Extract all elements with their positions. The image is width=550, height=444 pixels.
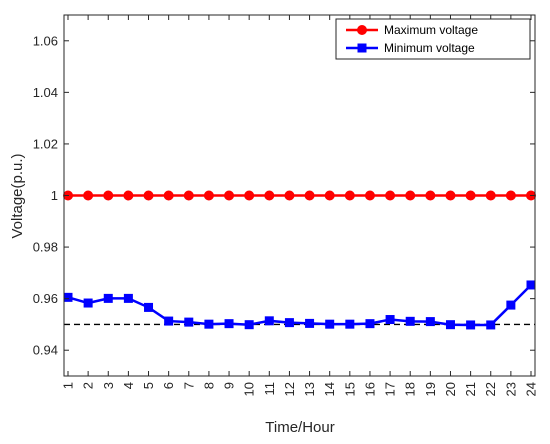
- data-point: [466, 320, 476, 330]
- x-tick-label: 9: [222, 382, 237, 389]
- data-point: [123, 293, 133, 303]
- x-tick-label: 23: [503, 382, 518, 396]
- data-point: [506, 300, 516, 310]
- x-tick-label: 2: [81, 382, 96, 389]
- data-point: [385, 190, 396, 201]
- x-tick-label: 3: [101, 382, 116, 389]
- data-point: [304, 190, 315, 201]
- data-point: [164, 316, 174, 326]
- x-tick-label: 1: [61, 382, 76, 389]
- x-tick-label: 11: [262, 382, 277, 396]
- data-point: [445, 190, 456, 201]
- data-point: [284, 318, 294, 328]
- x-tick-label: 8: [201, 382, 216, 389]
- legend: Maximum voltage Minimum voltage: [335, 18, 531, 60]
- x-tick-label: 22: [483, 382, 498, 396]
- data-point: [425, 317, 435, 327]
- data-point: [183, 190, 194, 201]
- x-tick-label: 20: [443, 382, 458, 396]
- series-layer: [63, 190, 536, 330]
- data-point: [203, 190, 214, 201]
- data-point: [83, 298, 93, 308]
- x-tick-label: 12: [282, 382, 297, 396]
- y-tick-label: 0.96: [33, 291, 58, 306]
- data-point: [143, 190, 154, 201]
- data-point: [305, 318, 315, 328]
- data-point: [264, 316, 274, 326]
- x-tick-label: 15: [342, 382, 357, 396]
- data-point: [485, 190, 496, 201]
- data-point: [264, 190, 275, 201]
- data-point: [505, 190, 516, 201]
- legend-marker: [357, 25, 367, 35]
- legend-marker: [357, 43, 367, 53]
- data-point: [365, 319, 375, 329]
- y-tick-label: 1: [51, 188, 58, 203]
- y-tick-label: 1.02: [33, 136, 58, 151]
- x-tick-label: 19: [423, 382, 438, 396]
- x-tick-label: 24: [524, 382, 539, 396]
- legend-box: [335, 18, 531, 60]
- data-point: [526, 280, 536, 290]
- data-point: [405, 190, 416, 201]
- data-point: [324, 190, 335, 201]
- data-point: [163, 190, 174, 201]
- data-point: [224, 319, 234, 329]
- data-point: [244, 320, 254, 330]
- data-point: [465, 190, 476, 201]
- legend-label: Minimum voltage: [384, 41, 475, 55]
- x-tick-label: 16: [362, 382, 377, 396]
- x-tick-label: 13: [302, 382, 317, 396]
- y-tick-label: 1.06: [33, 33, 58, 48]
- data-point: [123, 190, 134, 201]
- x-tick-label: 14: [322, 382, 337, 396]
- x-tick-label: 10: [242, 382, 257, 396]
- y-axis-title: Voltage(p.u.): [9, 153, 26, 238]
- y-tick-label: 0.98: [33, 240, 58, 255]
- data-point: [325, 319, 335, 329]
- x-axis-title: Time/Hour: [265, 419, 334, 436]
- data-point: [144, 302, 154, 312]
- y-tick-labels: 0.94 0.96 0.98 1 1.02 1.04 1.06: [33, 33, 58, 357]
- data-point: [103, 190, 114, 201]
- data-point: [385, 315, 395, 325]
- data-point: [344, 190, 355, 201]
- data-point: [244, 190, 255, 201]
- data-point: [224, 190, 235, 201]
- x-tick-label: 17: [383, 382, 398, 396]
- data-point: [184, 317, 194, 327]
- x-tick-labels: 1 2 3 4 5 6 7 8 9 10 11 12 13 14 15 16 17 18 19 20 21 22 23 24: [61, 382, 539, 396]
- data-point: [405, 316, 415, 326]
- x-tick-label: 6: [161, 382, 176, 389]
- y-tick-label: 1.04: [33, 85, 58, 100]
- data-point: [103, 293, 113, 303]
- data-point: [345, 319, 355, 329]
- data-point: [284, 190, 295, 201]
- data-point: [445, 320, 455, 330]
- data-point: [364, 190, 375, 201]
- data-point: [204, 319, 214, 329]
- data-point: [83, 190, 94, 201]
- x-tick-label: 7: [181, 382, 196, 389]
- x-tick-label: 18: [403, 382, 418, 396]
- legend-label: Maximum voltage: [384, 23, 478, 37]
- y-tick-label: 0.94: [33, 343, 58, 358]
- data-point: [425, 190, 436, 201]
- x-tick-label: 4: [121, 382, 136, 389]
- data-point: [63, 292, 73, 302]
- data-point: [486, 320, 496, 330]
- x-tick-label: 5: [141, 382, 156, 389]
- x-tick-label: 21: [463, 382, 478, 396]
